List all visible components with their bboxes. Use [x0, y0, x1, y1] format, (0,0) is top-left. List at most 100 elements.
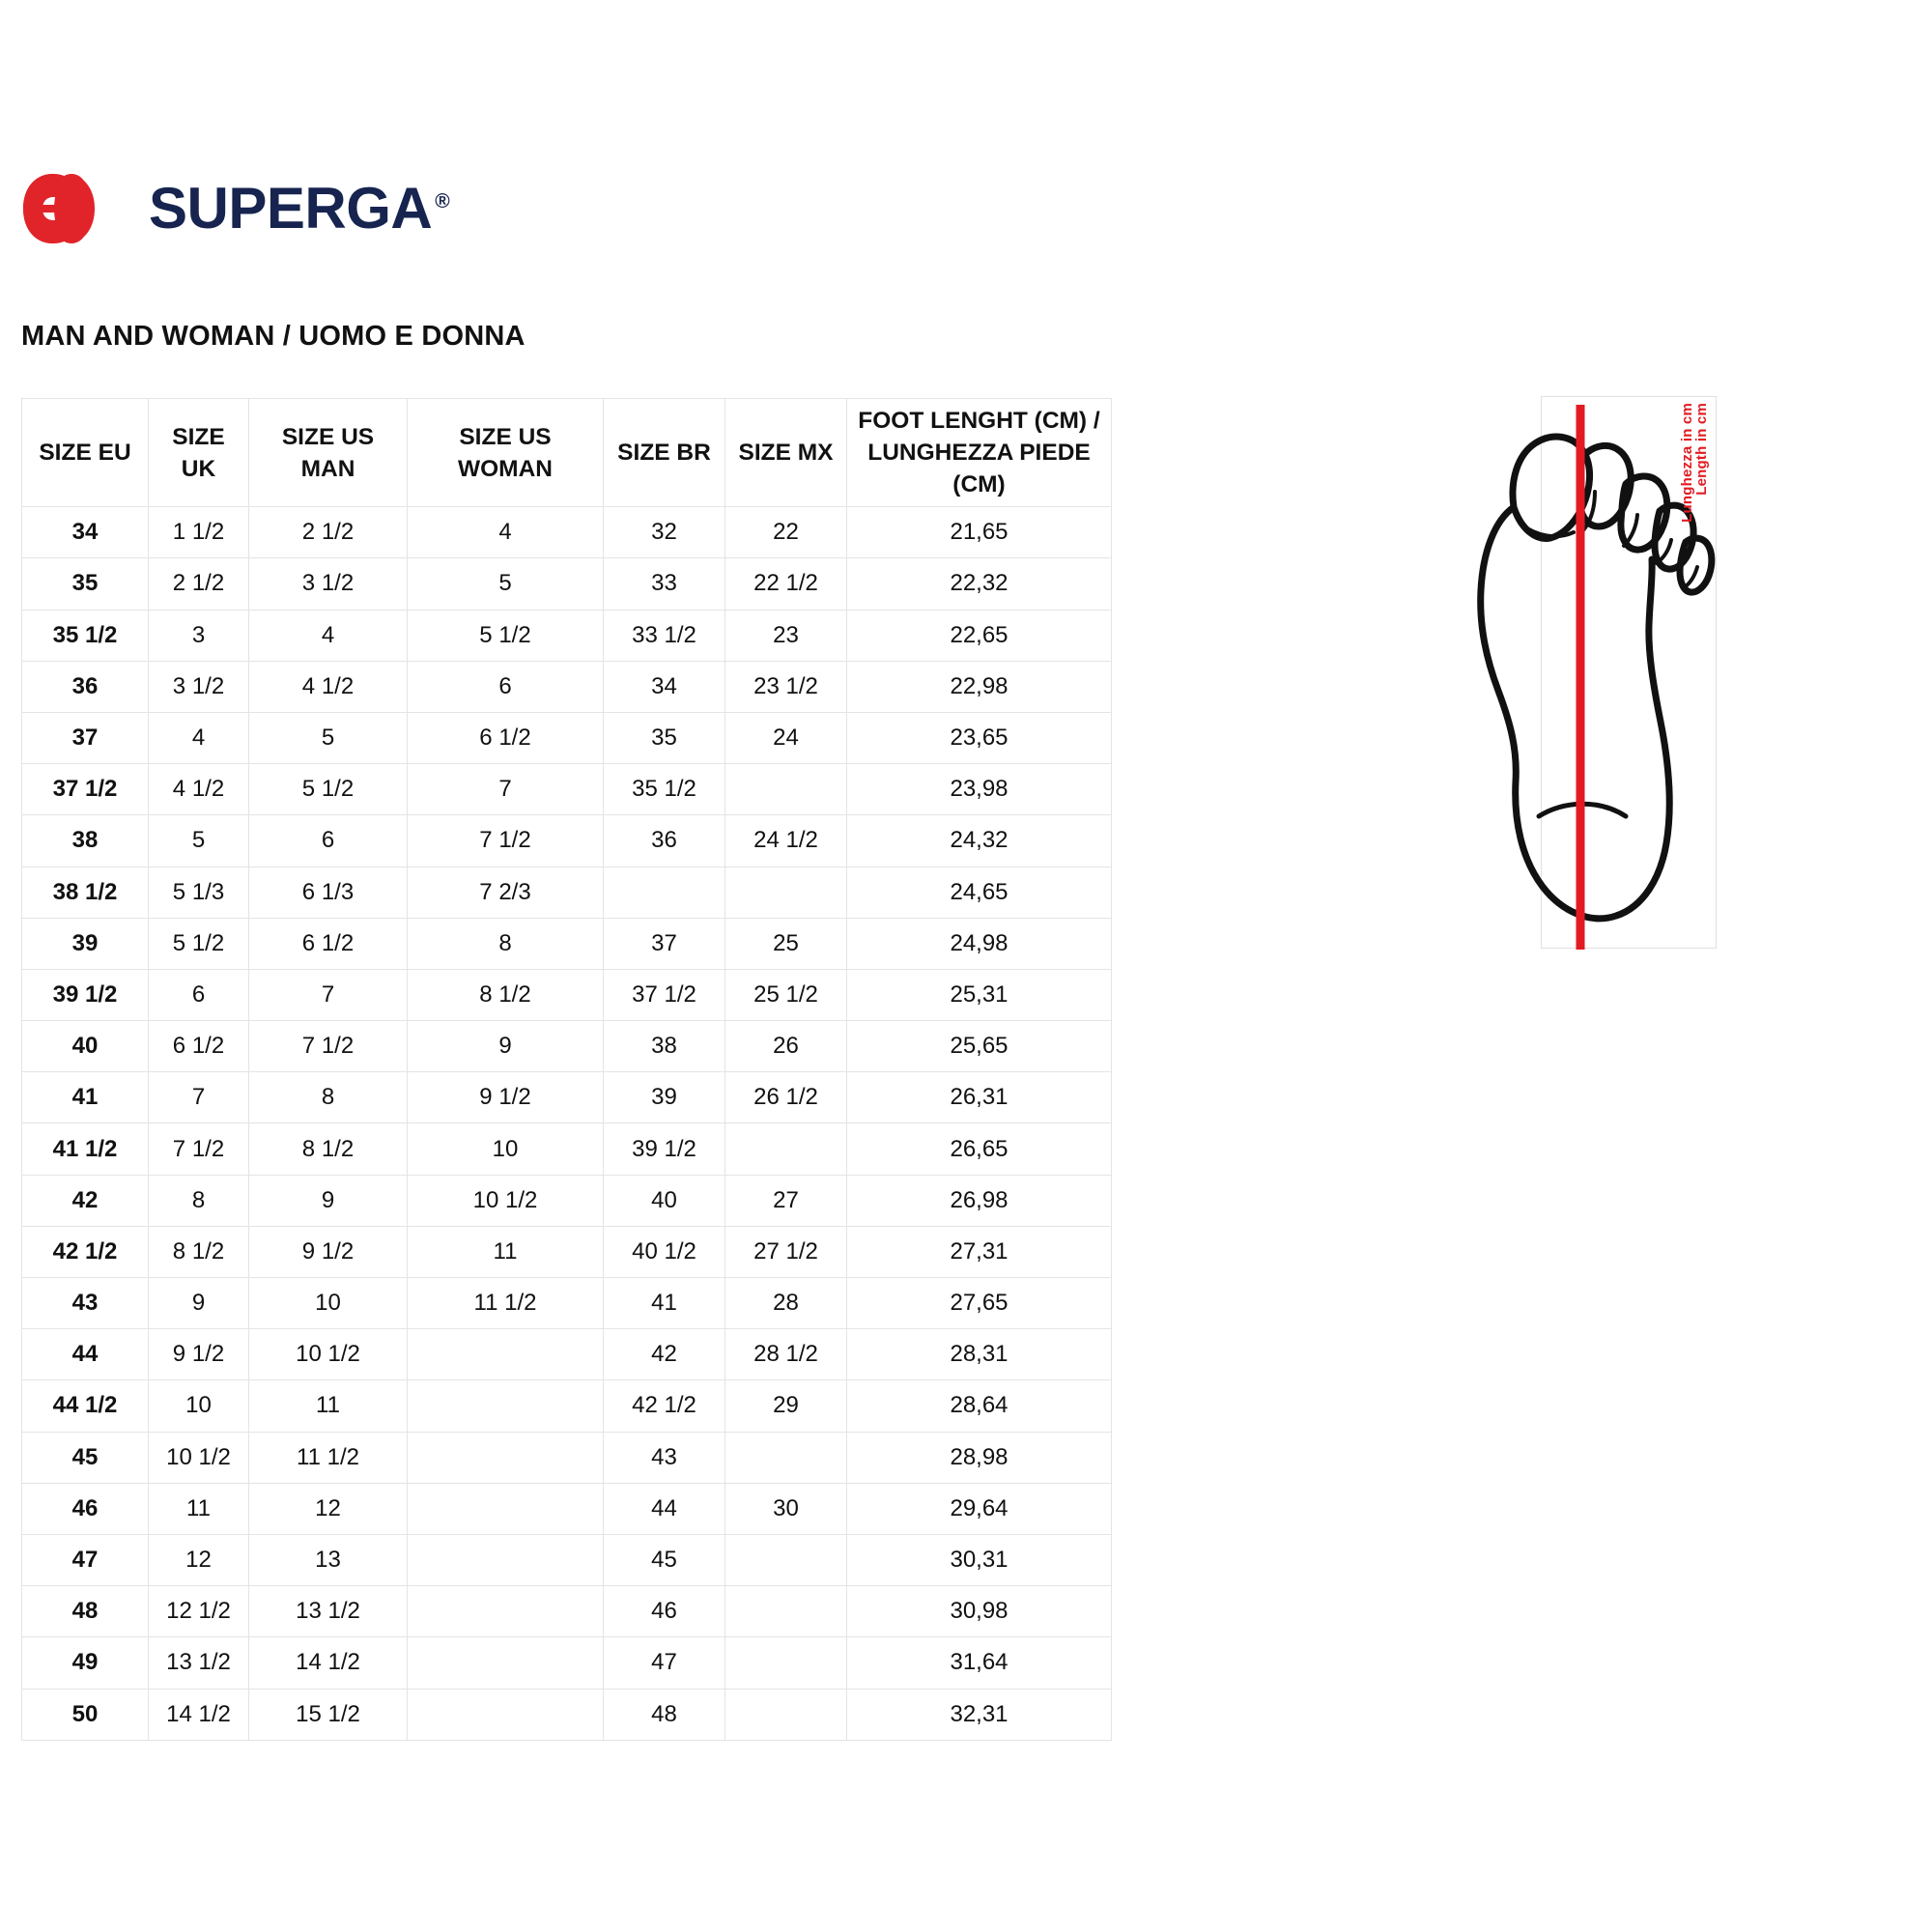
table-row: 37 1/2 4 1/2 5 1/2 7 35 1/2 23,98 [21, 763, 1112, 816]
cell-br: 45 [603, 1533, 725, 1587]
cell-us-man: 9 1/2 [248, 1225, 408, 1279]
cell-uk: 10 [148, 1379, 249, 1433]
table-header: SIZE EU SIZE UK SIZE US MAN SIZE US WOMA… [21, 397, 1112, 508]
size-conversion-table: SIZE EU SIZE UK SIZE US MAN SIZE US WOMA… [21, 397, 1112, 1741]
cell-foot-length: 32,31 [846, 1688, 1112, 1741]
cell-uk: 5 [148, 814, 249, 867]
measure-label-group: Lunghezza in cm Length in cm [1679, 403, 1711, 654]
cell-foot-length: 25,65 [846, 1020, 1112, 1073]
table-row: 47 12 13 45 30,31 [21, 1533, 1112, 1587]
superga-logo: SUPERGA ® [21, 172, 450, 245]
cell-us-woman: 5 [407, 557, 604, 611]
cell-foot-length: 22,32 [846, 557, 1112, 611]
cell-eu: 37 1/2 [21, 763, 149, 816]
measure-label-en: Length in cm [1693, 403, 1711, 496]
cell-foot-length: 26,31 [846, 1071, 1112, 1124]
table-row: 39 1/2 6 7 8 1/2 37 1/2 25 1/2 25,31 [21, 968, 1112, 1022]
cell-us-woman: 8 [407, 917, 604, 970]
cell-eu: 43 [21, 1276, 149, 1330]
cell-us-woman [407, 1328, 604, 1381]
cell-us-woman [407, 1482, 604, 1535]
cell-us-woman [407, 1636, 604, 1690]
cell-us-man: 6 1/3 [248, 866, 408, 919]
cell-us-man: 8 1/2 [248, 1122, 408, 1176]
cell-foot-length: 28,64 [846, 1379, 1112, 1433]
cell-br: 39 [603, 1071, 725, 1124]
cell-us-woman [407, 1431, 604, 1484]
cell-us-woman: 5 1/2 [407, 609, 604, 662]
table-row: 43 9 10 11 1/2 41 28 27,65 [21, 1276, 1112, 1330]
cell-mx: 26 1/2 [724, 1071, 847, 1124]
cell-br: 47 [603, 1636, 725, 1690]
cell-us-woman: 7 2/3 [407, 866, 604, 919]
cell-uk: 8 [148, 1174, 249, 1227]
cell-br [603, 866, 725, 919]
cell-uk: 1 1/2 [148, 506, 249, 559]
col-header-size-uk: SIZE UK [148, 397, 249, 508]
cell-us-man: 6 [248, 814, 408, 867]
col-header-size-mx: SIZE MX [724, 397, 847, 508]
cell-mx [724, 1688, 847, 1741]
cell-br: 33 [603, 557, 725, 611]
table-row: 45 10 1/2 11 1/2 43 28,98 [21, 1431, 1112, 1484]
brand-wordmark: SUPERGA ® [149, 180, 450, 238]
col-header-size-us-woman: SIZE US WOMAN [407, 397, 604, 508]
table-row: 36 3 1/2 4 1/2 6 34 23 1/2 22,98 [21, 660, 1112, 713]
cell-uk: 8 1/2 [148, 1225, 249, 1279]
cell-us-woman: 7 [407, 763, 604, 816]
cell-mx: 25 [724, 917, 847, 970]
cell-mx [724, 1122, 847, 1176]
cell-mx: 29 [724, 1379, 847, 1433]
cell-uk: 2 1/2 [148, 557, 249, 611]
table-row: 42 1/2 8 1/2 9 1/2 11 40 1/2 27 1/2 27,31 [21, 1225, 1112, 1279]
table-body: 34 1 1/2 2 1/2 4 32 22 21,65 35 2 1/2 3 1/2 5 33 22 … [21, 506, 1112, 1741]
cell-us-woman [407, 1379, 604, 1433]
cell-us-woman [407, 1688, 604, 1741]
cell-eu: 41 1/2 [21, 1122, 149, 1176]
table-row: 41 1/2 7 1/2 8 1/2 10 39 1/2 26,65 [21, 1122, 1112, 1176]
cell-mx [724, 763, 847, 816]
table-row: 39 5 1/2 6 1/2 8 37 25 24,98 [21, 917, 1112, 970]
cell-br: 39 1/2 [603, 1122, 725, 1176]
cell-br: 41 [603, 1276, 725, 1330]
cell-br: 33 1/2 [603, 609, 725, 662]
cell-br: 44 [603, 1482, 725, 1535]
cell-br: 35 [603, 711, 725, 765]
table-row: 48 12 1/2 13 1/2 46 30,98 [21, 1585, 1112, 1638]
cell-eu: 40 [21, 1020, 149, 1073]
cell-us-man: 4 [248, 609, 408, 662]
table-row: 37 4 5 6 1/2 35 24 23,65 [21, 711, 1112, 765]
cell-mx: 26 [724, 1020, 847, 1073]
cell-us-man: 8 [248, 1071, 408, 1124]
cell-us-man: 11 1/2 [248, 1431, 408, 1484]
table-row: 40 6 1/2 7 1/2 9 38 26 25,65 [21, 1020, 1112, 1073]
cell-uk: 12 [148, 1533, 249, 1587]
cell-foot-length: 25,31 [846, 968, 1112, 1022]
cell-uk: 6 1/2 [148, 1020, 249, 1073]
cell-eu: 38 1/2 [21, 866, 149, 919]
cell-uk: 10 1/2 [148, 1431, 249, 1484]
table-row: 38 1/2 5 1/3 6 1/3 7 2/3 24,65 [21, 866, 1112, 919]
cell-eu: 35 1/2 [21, 609, 149, 662]
cell-eu: 39 [21, 917, 149, 970]
cell-eu: 50 [21, 1688, 149, 1741]
cell-foot-length: 24,32 [846, 814, 1112, 867]
cell-br: 40 [603, 1174, 725, 1227]
cell-br: 36 [603, 814, 725, 867]
cell-mx: 25 1/2 [724, 968, 847, 1022]
cell-eu: 47 [21, 1533, 149, 1587]
cell-foot-length: 27,65 [846, 1276, 1112, 1330]
cell-us-man: 2 1/2 [248, 506, 408, 559]
cell-us-man: 5 [248, 711, 408, 765]
cell-mx: 27 1/2 [724, 1225, 847, 1279]
cell-foot-length: 26,98 [846, 1174, 1112, 1227]
cell-mx [724, 1585, 847, 1638]
cell-br: 42 1/2 [603, 1379, 725, 1433]
brand-name: SUPERGA [149, 176, 433, 241]
cell-mx [724, 1431, 847, 1484]
cell-br: 38 [603, 1020, 725, 1073]
cell-uk: 9 1/2 [148, 1328, 249, 1381]
cell-us-woman: 10 1/2 [407, 1174, 604, 1227]
cell-uk: 13 1/2 [148, 1636, 249, 1690]
